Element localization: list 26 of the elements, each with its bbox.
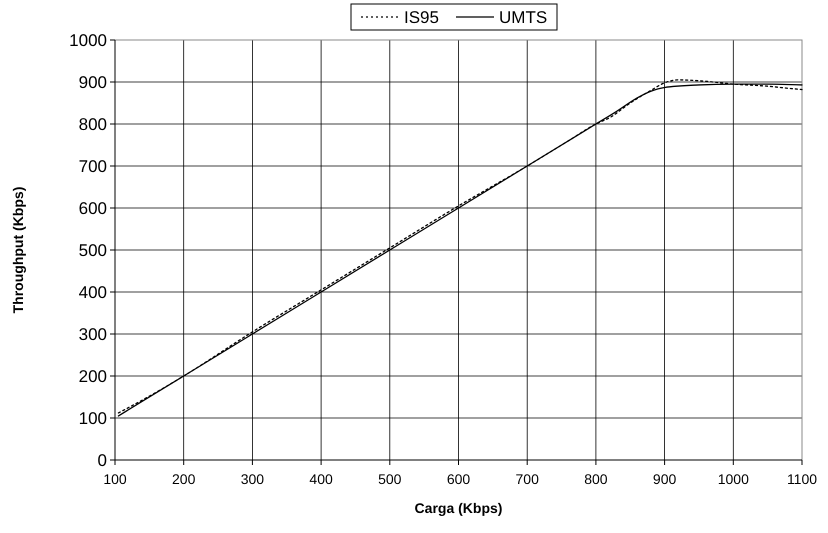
y-tick-label: 500 <box>78 241 107 260</box>
y-tick-label: 800 <box>78 115 107 134</box>
y-tick-label: 0 <box>98 451 107 470</box>
legend-label: IS95 <box>404 8 439 27</box>
y-tick-label: 100 <box>78 409 107 428</box>
y-tick-label: 1000 <box>69 31 107 50</box>
y-tick-label: 700 <box>78 157 107 176</box>
x-tick-label: 400 <box>309 471 333 487</box>
y-tick-label: 400 <box>78 283 107 302</box>
y-tick-label: 600 <box>78 199 107 218</box>
x-tick-label: 100 <box>103 471 127 487</box>
y-tick-label: 300 <box>78 325 107 344</box>
y-tick-label: 900 <box>78 73 107 92</box>
x-tick-label: 200 <box>172 471 196 487</box>
x-tick-label: 1100 <box>786 471 818 487</box>
x-tick-label: 500 <box>378 471 402 487</box>
y-axis-title: Throughput (Kbps) <box>10 186 26 314</box>
y-tick-label: 200 <box>78 367 107 386</box>
x-tick-label: 1000 <box>718 471 750 487</box>
legend-label: UMTS <box>499 8 548 27</box>
x-axis-title: Carga (Kbps) <box>414 500 502 516</box>
x-tick-label: 300 <box>240 471 264 487</box>
x-tick-label: 700 <box>516 471 540 487</box>
x-tick-label: 900 <box>652 471 676 487</box>
x-tick-label: 600 <box>446 471 470 487</box>
x-tick-label: 800 <box>584 471 608 487</box>
